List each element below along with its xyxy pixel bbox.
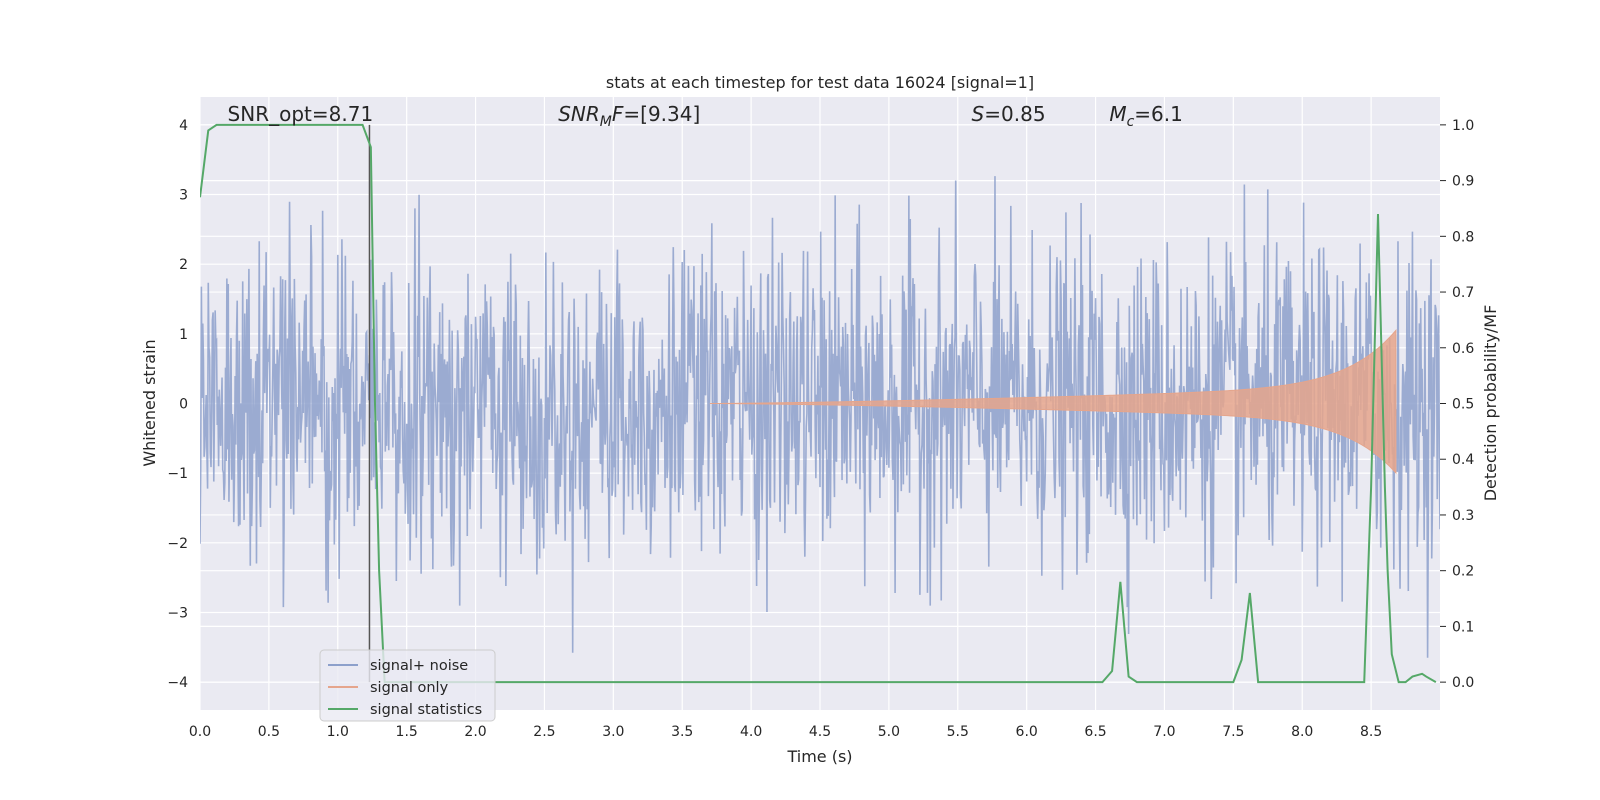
- x-tick-label: 5.5: [947, 724, 969, 740]
- x-tick-label: 5.0: [878, 724, 900, 740]
- right-y-tick-label: 1.0: [1452, 118, 1474, 134]
- legend-label: signal+ noise: [370, 658, 468, 674]
- annotation-subscript: c: [1127, 114, 1135, 130]
- x-tick-label: 7.0: [1153, 724, 1175, 740]
- annotation-main: SNR: [558, 102, 600, 126]
- annotation-text: SNRMF=[9.34]: [558, 102, 700, 130]
- right-y-tick-label: 0.0: [1452, 675, 1474, 691]
- left-y-tick-label: 2: [179, 257, 188, 273]
- annotation-tail-rest: =[9.34]: [623, 102, 700, 126]
- signal-statistics-line: [200, 123, 1437, 684]
- x-tick-label: 1.5: [396, 724, 418, 740]
- x-tick-label: 8.5: [1360, 724, 1382, 740]
- x-tick-label: 7.5: [1222, 724, 1244, 740]
- annotation-main: SNR_opt=8.71: [228, 102, 374, 126]
- x-tick-label: 3.0: [602, 724, 624, 740]
- series-signal-statistics: [200, 123, 1437, 684]
- x-tick-label: 0.5: [258, 724, 280, 740]
- annotation-subscript: M: [600, 114, 612, 130]
- left-y-tick-label: 0: [179, 397, 188, 413]
- right-y-axis-label: Detection probability/MF: [1481, 305, 1500, 502]
- annotation-main: S: [972, 102, 985, 126]
- signal-noise-line: [200, 176, 1440, 658]
- annotation-tail-italic: F: [612, 102, 624, 126]
- x-tick-label: 1.0: [327, 724, 349, 740]
- left-y-tick-label: −4: [167, 675, 188, 691]
- annotation-text: Mc=6.1: [1109, 102, 1183, 130]
- left-y-tick-label: −1: [167, 466, 188, 482]
- left-y-axis-label: Whitened strain: [140, 339, 159, 466]
- x-tick-label: 2.5: [533, 724, 555, 740]
- legend-label: signal only: [370, 680, 449, 696]
- left-y-tick-label: −2: [167, 536, 188, 552]
- x-tick-label: 3.5: [671, 724, 693, 740]
- right-y-tick-label: 0.8: [1452, 229, 1474, 245]
- annotation-tail: =0.85: [984, 102, 1045, 126]
- right-y-tick-label: 0.7: [1452, 285, 1474, 301]
- chart-title: stats at each timestep for test data 160…: [606, 73, 1034, 92]
- annotations: SNR_opt=8.71 SNRMF=[9.34] S=0.85 Mc=6.1: [228, 102, 1183, 130]
- x-tick-label: 6.0: [1016, 724, 1038, 740]
- annotation-tail: =6.1: [1134, 102, 1183, 126]
- series-signal-noise: [200, 176, 1440, 658]
- annotation-text: S=0.85: [972, 102, 1046, 126]
- legend-box: [319, 649, 496, 722]
- left-y-axis-ticks: 4 3 2 1 0 −1 −2 −3 −4: [167, 118, 188, 691]
- left-y-tick-label: 4: [179, 118, 188, 134]
- legend: signal+ noise signal only signal statistic…: [319, 649, 496, 722]
- x-tick-label: 4.0: [740, 724, 762, 740]
- left-y-tick-label: 1: [179, 327, 188, 343]
- annotation-text: SNR_opt=8.71: [228, 102, 374, 126]
- right-y-tick-label: 0.5: [1452, 397, 1474, 413]
- right-y-tick-label: 0.1: [1452, 619, 1474, 635]
- x-axis-label: Time (s): [786, 747, 852, 766]
- x-tick-label: 2.0: [464, 724, 486, 740]
- x-tick-label: 0.0: [189, 724, 211, 740]
- x-tick-label: 8.0: [1291, 724, 1313, 740]
- x-axis-ticks: 0.0 0.5 1.0 1.5 2.0 2.5 3.0 3.5 4.0 4.5 5.0 5.5 6.0 6…: [189, 724, 1382, 740]
- right-y-axis-ticks: 1.0 0.9 0.8 0.7 0.6 0.5 0.4 0.3 0.2 0.1 0.0: [1440, 118, 1474, 691]
- series-signal-only: [709, 329, 1397, 475]
- right-y-tick-label: 0.4: [1452, 452, 1474, 468]
- left-y-tick-label: −3: [167, 605, 188, 621]
- right-y-tick-label: 0.9: [1452, 174, 1474, 190]
- right-y-tick-label: 0.3: [1452, 508, 1474, 524]
- signal-only-envelope: [709, 329, 1397, 475]
- right-y-tick-label: 0.6: [1452, 341, 1474, 357]
- legend-label: signal statistics: [370, 702, 482, 718]
- annotation-tail: F=[9.34]: [612, 102, 700, 126]
- right-y-tick-label: 0.2: [1452, 564, 1474, 580]
- x-tick-label: 4.5: [809, 724, 831, 740]
- annotation-main: M: [1109, 102, 1126, 126]
- left-y-tick-label: 3: [179, 188, 188, 204]
- x-tick-label: 6.5: [1084, 724, 1106, 740]
